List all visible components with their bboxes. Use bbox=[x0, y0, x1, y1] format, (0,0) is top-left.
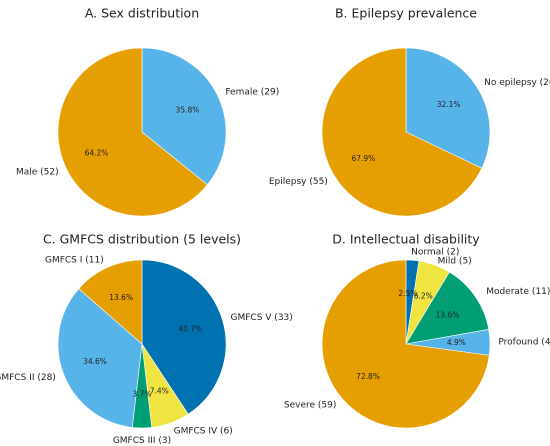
pie-slice-no-epilepsy-26 bbox=[405, 47, 491, 169]
pie-slice-moderate-11 bbox=[405, 271, 490, 345]
pie-panel-gmfcs: C. GMFCS distribution (5 levels) 40.7% GMF… bbox=[0, 232, 293, 446]
slice-label: GMFCS IV (6) bbox=[174, 426, 233, 436]
slice-label: No epilepsy (26) bbox=[484, 78, 550, 88]
slice-label: Severe (59) bbox=[284, 400, 337, 410]
slice-label: GMFCS V (33) bbox=[231, 313, 293, 323]
slice-label: Female (29) bbox=[225, 88, 279, 98]
pie-panel-epilepsy: B. Epilepsy prevalence 32.1% No epilepsy (… bbox=[269, 6, 550, 217]
slice-label: Moderate (11) bbox=[486, 287, 550, 297]
pct-label: 4.9% bbox=[447, 338, 466, 347]
pct-label: 3.7% bbox=[132, 389, 151, 398]
slice-layer bbox=[321, 259, 491, 429]
pct-label: 13.6% bbox=[436, 310, 460, 319]
slice-label: Epilepsy (55) bbox=[269, 177, 328, 187]
pie-slice-female-29 bbox=[141, 47, 227, 186]
pct-label: 67.9% bbox=[351, 154, 375, 163]
pie-slice-male-52 bbox=[57, 47, 208, 217]
slice-label: GMFCS II (28) bbox=[0, 373, 56, 383]
chart-title: C. GMFCS distribution (5 levels) bbox=[43, 232, 241, 247]
pct-label: 6.2% bbox=[414, 292, 433, 301]
pct-label: 7.4% bbox=[150, 386, 169, 395]
slice-layer bbox=[57, 259, 227, 429]
label-layer: 32.1% No epilepsy (26) 67.9% Epilepsy (55) bbox=[269, 78, 550, 187]
label-layer: 35.8% Female (29) 64.2% Male (52) bbox=[16, 88, 279, 178]
pct-label: 2.5% bbox=[398, 289, 417, 298]
pct-label: 34.6% bbox=[83, 357, 107, 366]
label-layer: 40.7% GMFCS V (33) 7.4% GMFCS IV (6) 3.7% GMF… bbox=[0, 255, 293, 446]
slice-label: Mild (5) bbox=[438, 257, 472, 267]
pie-slice-severe-59 bbox=[321, 259, 490, 429]
slice-label: GMFCS I (11) bbox=[45, 255, 104, 265]
slice-label: Normal (2) bbox=[411, 247, 459, 257]
chart-title: A. Sex distribution bbox=[85, 6, 199, 21]
pie-slice-epilepsy-55 bbox=[321, 47, 483, 217]
slice-label: Profound (4) bbox=[498, 338, 550, 348]
pct-label: 35.8% bbox=[176, 105, 200, 114]
chart-title: D. Intellectual disability bbox=[332, 232, 480, 247]
pct-label: 40.7% bbox=[178, 325, 202, 334]
slice-layer bbox=[321, 47, 491, 217]
pct-label: 13.6% bbox=[109, 293, 133, 302]
pie-panel-intellectual-disability: D. Intellectual disability 2.5% Normal (2)… bbox=[284, 232, 550, 429]
slice-layer bbox=[57, 47, 227, 217]
chart-title: B. Epilepsy prevalence bbox=[335, 6, 477, 21]
slice-label: Male (52) bbox=[16, 167, 59, 177]
pct-label: 64.2% bbox=[85, 149, 109, 158]
label-layer: 2.5% Normal (2) 6.2% Mild (5) 13.6% Moderate … bbox=[284, 247, 550, 410]
pct-label: 32.1% bbox=[437, 100, 461, 109]
pct-label: 72.8% bbox=[356, 372, 380, 381]
pie-panel-sex: A. Sex distribution 35.8% Female (29) 64.2%… bbox=[16, 6, 279, 217]
slice-label: GMFCS III (3) bbox=[113, 436, 171, 446]
pie-slice-gmfcs-i-11 bbox=[78, 259, 143, 345]
pie-slice-gmfcs-ii-28 bbox=[57, 288, 143, 428]
